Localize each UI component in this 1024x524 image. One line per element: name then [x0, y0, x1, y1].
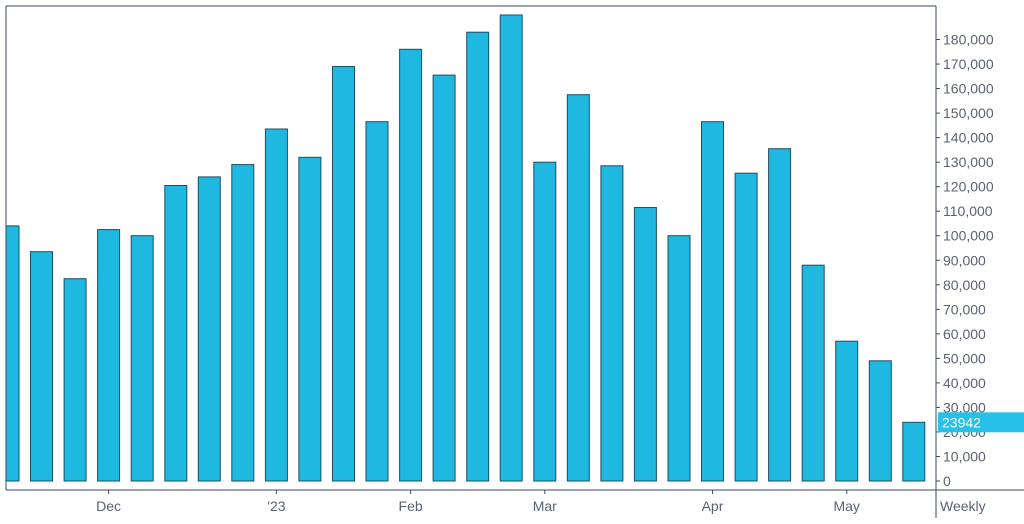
y-tick-label: 120,000: [943, 179, 994, 195]
y-axis-ticks: 010,00020,00030,00040,00050,00060,00070,…: [936, 32, 994, 489]
bar[interactable]: [868, 360, 892, 482]
y-tick-label: 130,000: [943, 154, 994, 170]
y-tick-label: 140,000: [943, 130, 994, 146]
y-tick-label: 160,000: [943, 81, 994, 97]
bar[interactable]: [902, 421, 926, 482]
bar[interactable]: [701, 121, 724, 482]
bar[interactable]: [298, 156, 322, 482]
bar[interactable]: [835, 340, 859, 482]
y-tick-label: 10,000: [943, 449, 986, 465]
x-tick-label: '23: [267, 498, 285, 514]
bar[interactable]: [97, 229, 121, 482]
x-tick-label: Apr: [702, 498, 724, 514]
bar[interactable]: [197, 176, 221, 482]
bar[interactable]: [399, 48, 423, 482]
bar[interactable]: [30, 251, 53, 482]
bar[interactable]: [734, 172, 758, 482]
x-tick-label: Feb: [399, 498, 423, 514]
bars-group: [0, 14, 926, 482]
y-tick-label: 180,000: [943, 32, 994, 48]
x-axis-labels: Dec '23 Feb Mar Apr May: [96, 490, 860, 514]
bar[interactable]: [365, 121, 389, 482]
y-tick-label: 150,000: [943, 105, 994, 121]
bar[interactable]: [667, 235, 691, 482]
bar[interactable]: [130, 235, 154, 482]
bar[interactable]: [63, 278, 87, 482]
axes-group: [5, 5, 1024, 518]
y-tick-label: 60,000: [943, 326, 986, 342]
bar[interactable]: [533, 161, 557, 482]
bar[interactable]: [600, 165, 624, 482]
bar[interactable]: [432, 74, 456, 482]
bar[interactable]: [768, 148, 792, 482]
bar[interactable]: [332, 66, 355, 482]
y-tick-label: 80,000: [943, 277, 986, 293]
y-tick-label: 70,000: [943, 301, 986, 317]
bar[interactable]: [499, 14, 523, 482]
last-value-label: 23942: [942, 414, 981, 430]
x-tick-label: Dec: [96, 498, 121, 514]
y-tick-label: 110,000: [943, 203, 993, 219]
bar[interactable]: [264, 128, 288, 482]
period-label[interactable]: Weekly: [940, 498, 986, 514]
y-tick-label: 100,000: [943, 228, 994, 244]
bar[interactable]: [231, 164, 255, 482]
last-value-tag: 23942: [938, 412, 1024, 433]
bar[interactable]: [0, 225, 20, 482]
bar[interactable]: [466, 31, 490, 482]
bar[interactable]: [633, 207, 657, 482]
bar[interactable]: [164, 185, 188, 482]
x-tick-label: May: [833, 498, 859, 514]
bar[interactable]: [566, 94, 590, 482]
y-tick-label: 40,000: [943, 375, 986, 391]
y-tick-label: 50,000: [943, 350, 986, 366]
x-tick-label: Mar: [533, 498, 557, 514]
bar[interactable]: [801, 264, 825, 482]
last-value-tag-background: [938, 412, 1024, 433]
y-tick-label: 0: [943, 473, 951, 489]
y-tick-label: 90,000: [943, 252, 986, 268]
y-tick-label: 170,000: [943, 56, 994, 72]
y-tick-label: 30,000: [943, 399, 986, 415]
